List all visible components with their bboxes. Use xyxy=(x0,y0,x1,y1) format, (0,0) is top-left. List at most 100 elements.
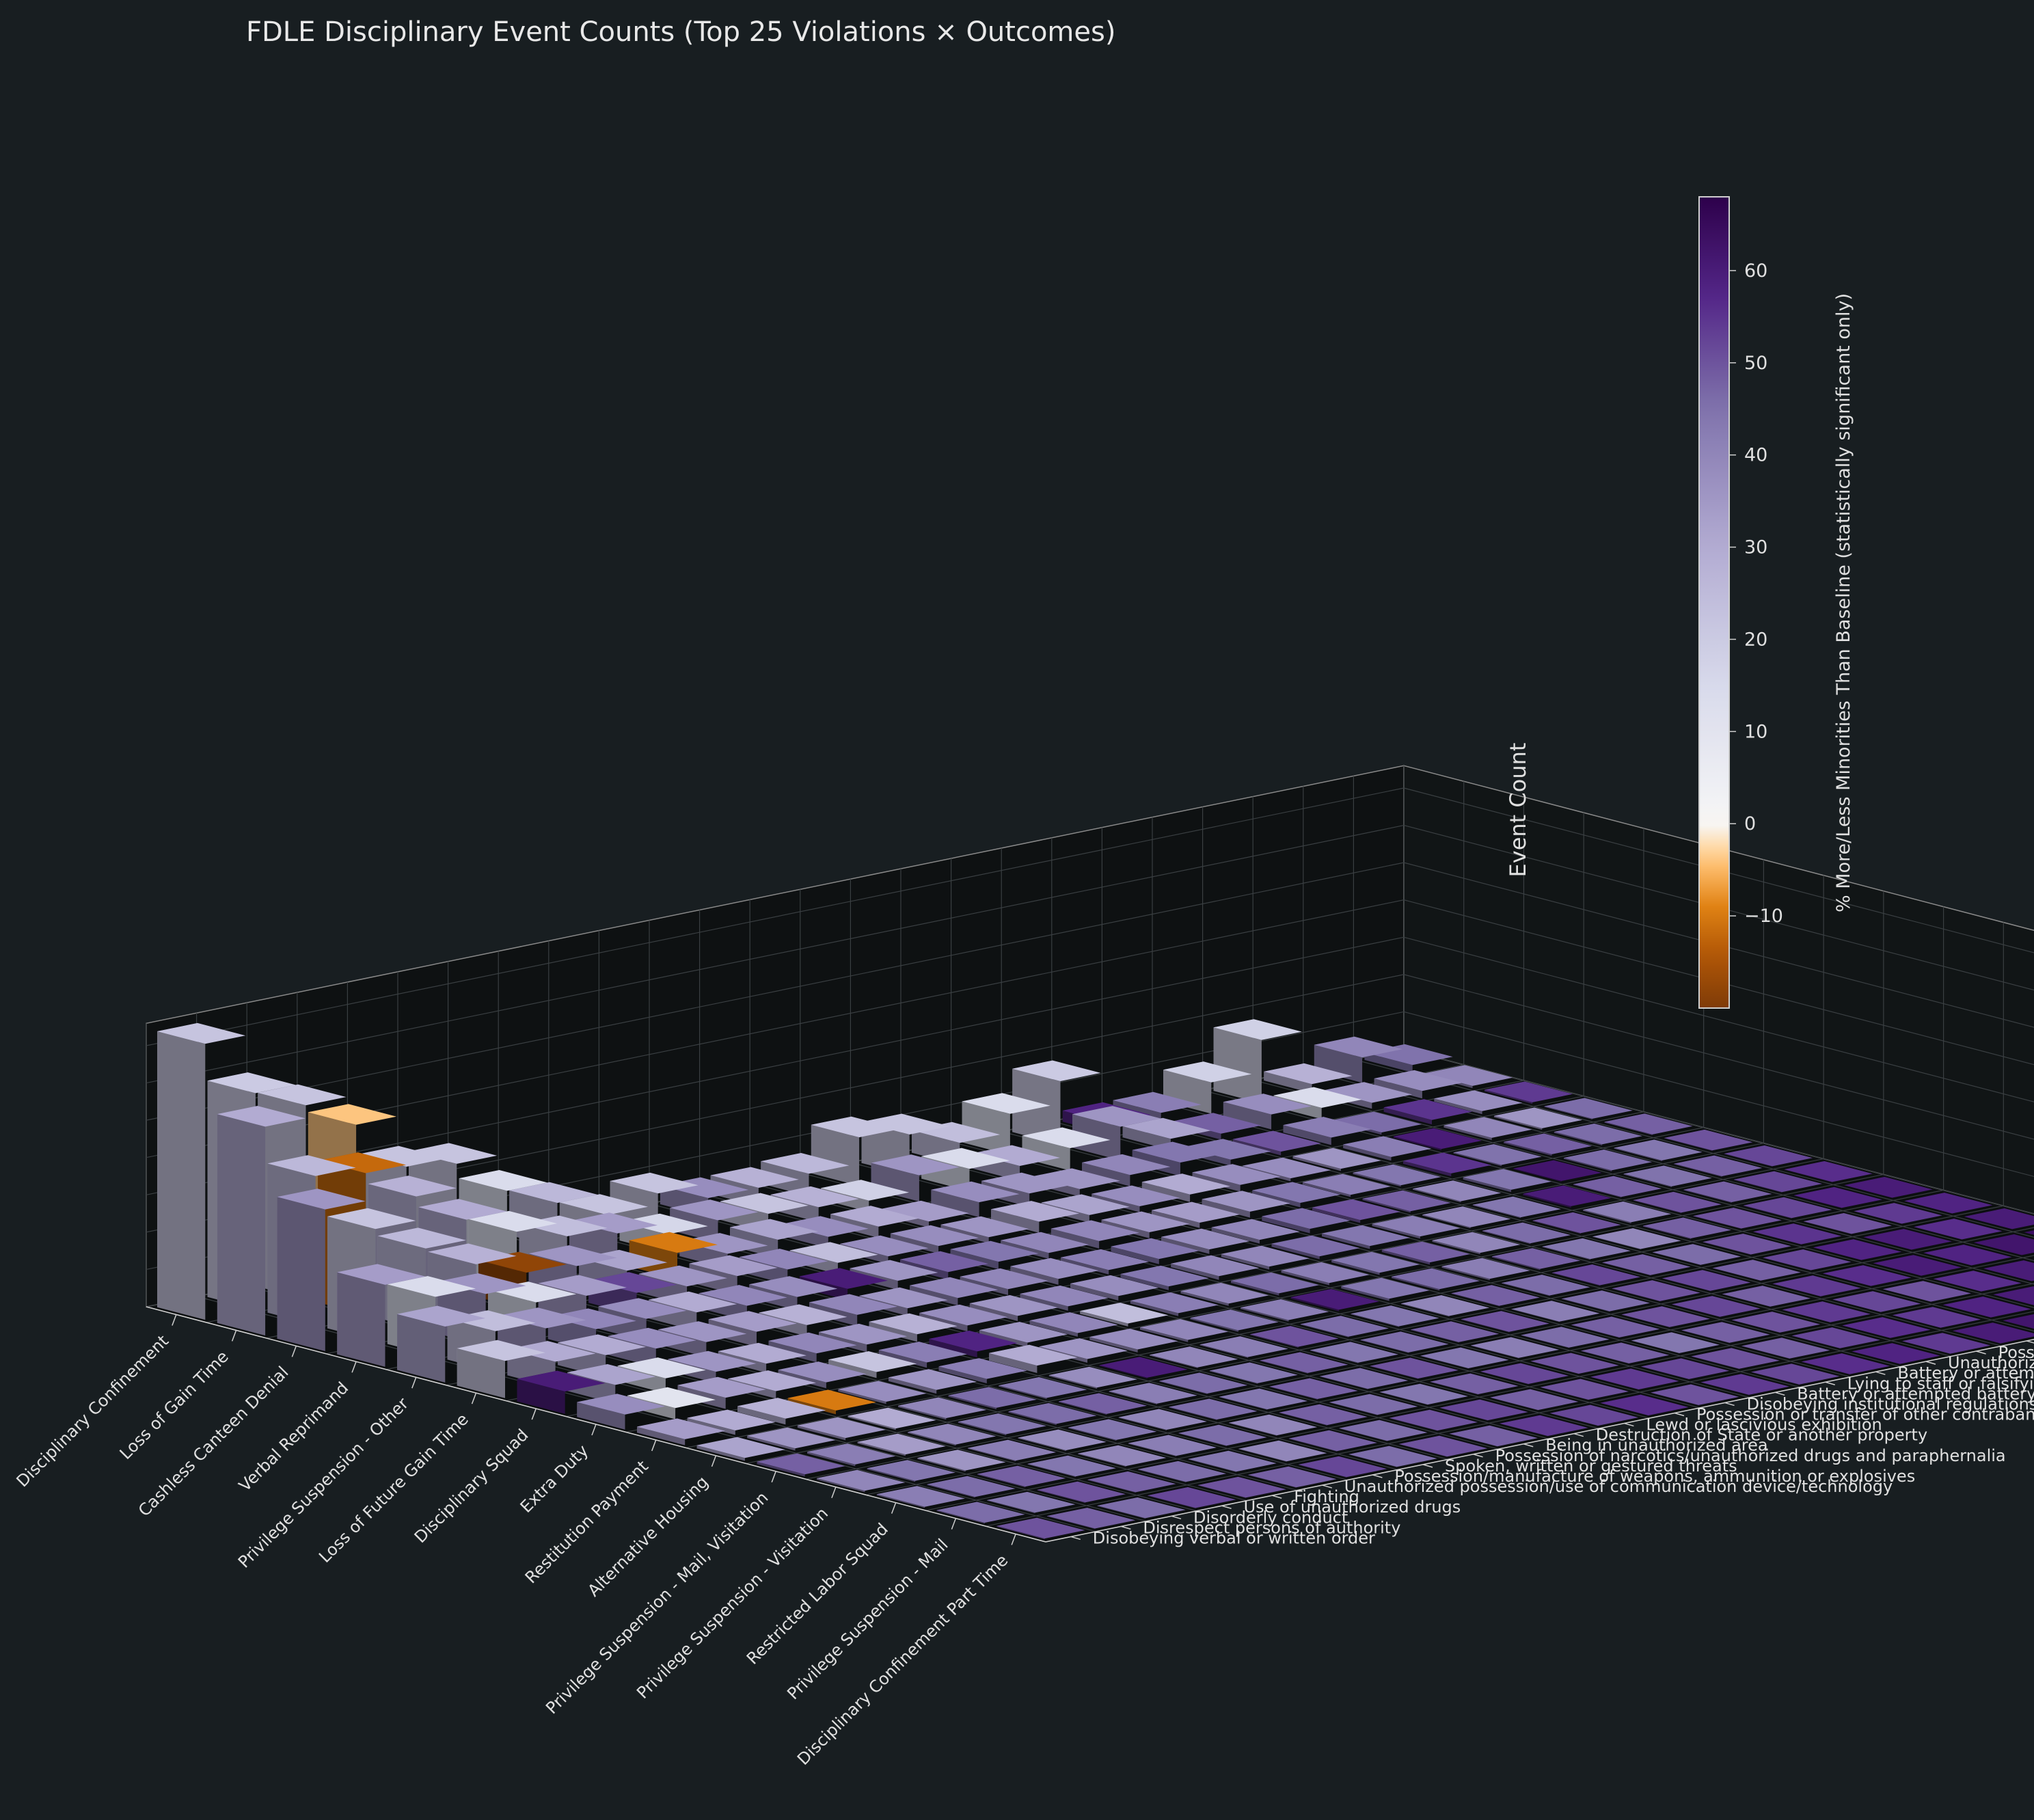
bar xyxy=(1322,1225,1411,1249)
bar-face-top xyxy=(869,1313,958,1335)
bar xyxy=(989,1344,1078,1373)
bar-face-top xyxy=(1521,1327,1610,1348)
bar xyxy=(1873,1255,1962,1276)
grid-line-y xyxy=(1403,1048,2034,1214)
bar-face-top xyxy=(559,1194,648,1215)
bar-face-top xyxy=(799,1268,888,1289)
bar-face-top xyxy=(1188,1450,1277,1472)
bar xyxy=(1793,1186,1882,1208)
bar xyxy=(1027,1455,1116,1478)
bar-face-top xyxy=(267,1155,356,1176)
bar-face-top xyxy=(528,1245,617,1266)
bar-face-top xyxy=(1513,1160,1602,1181)
grid-line-x xyxy=(625,1173,1884,1433)
bar xyxy=(1893,1307,1981,1328)
bar-face-front xyxy=(1372,1223,1420,1239)
bar xyxy=(1010,1258,1099,1285)
bar xyxy=(1401,1295,1490,1317)
bar-face-top xyxy=(1223,1094,1312,1115)
bar-face-top xyxy=(958,1413,1046,1435)
bar-face-top xyxy=(1374,1070,1463,1091)
bar-face-top xyxy=(1490,1389,1579,1411)
bar-face-top xyxy=(1089,1329,1178,1350)
bar-face-top xyxy=(1152,1201,1240,1223)
bar-face-front xyxy=(768,1340,817,1363)
bar-face-top xyxy=(797,1417,886,1439)
bar-face-front xyxy=(1178,1432,1227,1446)
outcome-tick-mark xyxy=(891,1502,897,1514)
bar-face-top xyxy=(1312,1199,1401,1221)
bar-face-top xyxy=(749,1276,838,1297)
bar-face-top xyxy=(1351,1305,1439,1327)
bar-face-top xyxy=(1863,1229,1952,1250)
bar-face-top xyxy=(1914,1219,2003,1240)
bar-face-top xyxy=(1238,1440,1327,1462)
bar xyxy=(1581,1342,1670,1364)
bar-face-top xyxy=(1472,1196,1561,1218)
colorbar: −10 0 10 20 30 40 50 60 % More/Less Minorities … xyxy=(1698,196,1854,1009)
bar xyxy=(1122,1117,1211,1150)
bar-face-top xyxy=(1379,1383,1468,1405)
bar-face-top xyxy=(1480,1363,1569,1384)
bar-face-top xyxy=(859,1287,948,1309)
bar-face-front xyxy=(1048,1375,1098,1389)
bar xyxy=(936,1502,1025,1524)
violation-tick-label: Disrespect persons of authority xyxy=(1143,1518,1400,1537)
bar xyxy=(1150,1346,1238,1368)
bar xyxy=(1651,1384,1739,1406)
bar-face-top xyxy=(871,1154,960,1176)
bar-face-front xyxy=(1631,1340,1680,1354)
bar xyxy=(838,1381,927,1404)
bar xyxy=(1283,1117,1372,1145)
bar-face-top xyxy=(1573,1176,1662,1197)
violation-tick-label: Disorderly conduct xyxy=(1193,1508,1348,1527)
bar-face-top xyxy=(1333,1111,1422,1132)
outcome-tick-mark xyxy=(771,1471,776,1483)
bar-face-top xyxy=(1197,1476,1286,1498)
bar xyxy=(857,1433,946,1456)
bar-face-front xyxy=(1202,1199,1250,1218)
bar-face-front xyxy=(1374,1078,1422,1099)
bar-face-front xyxy=(1441,1266,1490,1281)
bar-face-front xyxy=(696,1445,745,1461)
bar-face-front xyxy=(931,1189,979,1217)
bar-face-top xyxy=(1554,1124,1642,1145)
bar-face-top xyxy=(1581,1342,1670,1363)
bar-face-top xyxy=(811,1116,899,1138)
bar-face-front xyxy=(1782,1309,1830,1322)
bar-face-front xyxy=(950,1249,999,1269)
bar-face-front xyxy=(996,1525,1045,1540)
bar-face-top xyxy=(1902,1333,1991,1354)
bar-face-front xyxy=(1664,1138,1713,1151)
bar xyxy=(1360,1331,1449,1353)
violation-axis: Disobeying verbal or written orderDisres… xyxy=(1045,1338,2034,1547)
bar-face-top xyxy=(1087,1471,1176,1493)
bar-face-front xyxy=(908,1432,956,1446)
bar-face-top xyxy=(720,1193,809,1214)
bar-face-top xyxy=(1852,1343,1940,1364)
bar-face-front xyxy=(1681,1330,1730,1344)
bar-face-top xyxy=(1393,1128,1482,1150)
bar xyxy=(1312,1199,1401,1223)
outcome-tick-label: Extra Duty xyxy=(517,1441,593,1517)
bar-face-top xyxy=(428,1243,517,1264)
bar-face-top xyxy=(927,1476,1016,1497)
bar-face-top xyxy=(968,1439,1057,1461)
bar-face-front xyxy=(1643,1225,1692,1239)
bar-face-top xyxy=(948,1387,1037,1408)
bar-face-top xyxy=(1854,1203,1942,1224)
bar-face-front xyxy=(1602,1262,1651,1276)
violation-tick-label: Lewd or lascivious exhibition xyxy=(1646,1415,1882,1435)
bar xyxy=(1681,1322,1770,1344)
bar-face-front xyxy=(1633,1200,1682,1213)
bar xyxy=(1353,1164,1441,1187)
bar xyxy=(1020,1286,1109,1311)
bar-face-top xyxy=(1564,1150,1653,1171)
violation-tick-label: Use of unauthorized drugs xyxy=(1244,1497,1461,1517)
bar-face-top xyxy=(1279,1404,1368,1426)
bar-face-top xyxy=(1530,1353,1619,1374)
bar-face-top xyxy=(1772,1275,1861,1296)
bar-face-top xyxy=(1012,1060,1101,1081)
bar-face-top xyxy=(699,1285,787,1306)
bar-face-top xyxy=(1022,1127,1111,1148)
